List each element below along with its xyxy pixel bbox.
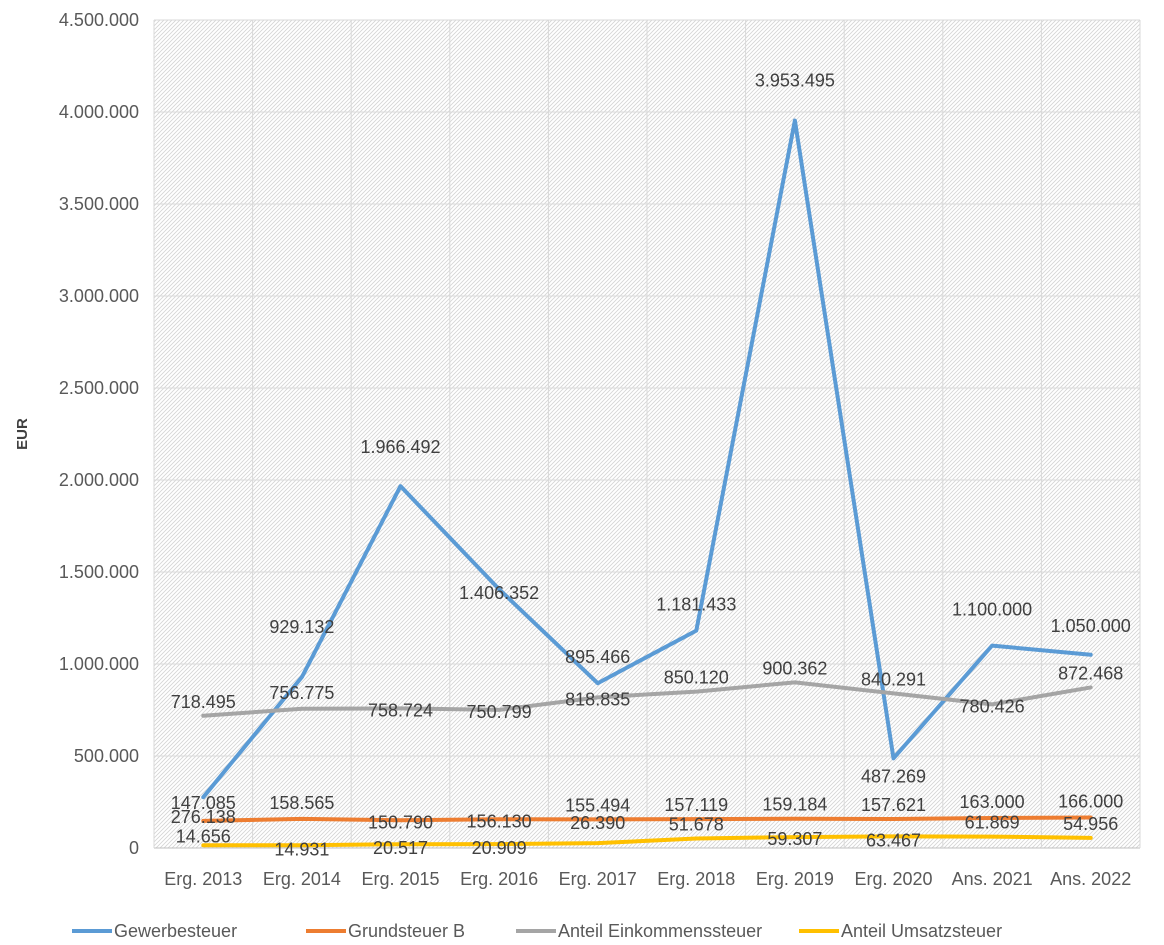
data-label: 163.000 [960,792,1025,812]
y-axis-title: EUR [14,418,31,450]
x-tick-label: Erg. 2014 [263,869,341,889]
data-label: 895.466 [565,647,630,667]
data-label: 51.678 [669,814,724,834]
data-label: 900.362 [762,658,827,678]
data-label: 54.956 [1063,814,1118,834]
data-label: 157.621 [861,795,926,815]
x-tick-label: Ans. 2021 [952,869,1033,889]
legend-label: Grundsteuer B [348,921,465,941]
x-tick-label: Ans. 2022 [1050,869,1131,889]
data-label: 1.100.000 [952,600,1032,620]
x-tick-label: Erg. 2018 [657,869,735,889]
y-tick-label: 3.500.000 [59,194,139,214]
data-label: 929.132 [269,617,334,637]
data-label: 756.775 [269,683,334,703]
data-label: 26.390 [570,813,625,833]
y-tick-label: 500.000 [74,746,139,766]
y-tick-label: 2.000.000 [59,470,139,490]
y-axis-ticks: 0 500.000 1.000.000 1.500.000 2.000.000 2.500… [59,10,139,858]
data-label: 61.869 [965,813,1020,833]
legend-label: Anteil Einkommenssteuer [558,921,762,941]
data-label: 1.181.433 [656,595,736,615]
x-tick-label: Erg. 2016 [460,869,538,889]
data-label: 147.085 [171,793,236,813]
data-label: 1.966.492 [360,437,440,457]
data-label: 1.406.352 [459,583,539,603]
data-label: 150.790 [368,812,433,832]
data-label: 157.119 [664,795,728,815]
series-line [201,815,1093,823]
data-label: 1.050.000 [1051,616,1131,636]
x-tick-label: Erg. 2020 [854,869,932,889]
y-tick-label: 4.500.000 [59,10,139,30]
y-tick-label: 2.500.000 [59,378,139,398]
data-label: 14.656 [176,826,231,846]
data-label: 63.467 [866,830,921,850]
y-tick-label: 4.000.000 [59,102,139,122]
gridlines [153,19,1141,849]
y-tick-label: 3.000.000 [59,286,139,306]
series-lines [201,118,1093,848]
series-line [201,680,1093,718]
data-label: 20.517 [373,838,428,858]
data-labels: 276.138 929.132 1.966.492 1.406.352 895.466 1… [171,71,1131,860]
legend-label: Gewerbesteuer [114,921,237,941]
data-label: 14.931 [274,839,329,859]
data-label: 718.495 [171,692,236,712]
x-tick-label: Erg. 2015 [361,869,439,889]
data-label: 155.494 [565,795,630,815]
data-label: 59.307 [767,829,822,849]
data-label: 840.291 [861,669,926,689]
data-label: 750.799 [467,702,532,722]
data-label: 158.565 [269,793,334,813]
x-tick-label: Erg. 2017 [559,869,637,889]
y-tick-label: 1.000.000 [59,654,139,674]
legend: Gewerbesteuer Grundsteuer B Anteil Einkomm… [72,921,1002,941]
legend-label: Anteil Umsatzsteuer [841,921,1002,941]
data-label: 20.909 [472,838,527,858]
y-tick-label: 1.500.000 [59,562,139,582]
data-label: 156.130 [467,811,532,831]
data-label: 818.835 [565,689,630,709]
y-tick-label: 0 [129,838,139,858]
x-tick-label: Erg. 2013 [164,869,242,889]
x-axis-ticks: Erg. 2013 Erg. 2014 Erg. 2015 Erg. 2016 Erg.… [164,869,1131,889]
data-label: 872.468 [1058,663,1123,683]
data-label: 758.724 [368,700,433,720]
data-label: 850.120 [664,668,729,688]
data-label: 166.000 [1058,791,1123,811]
series-line [201,118,1093,800]
data-label: 276.138 [171,807,236,827]
data-label: 159.184 [762,795,827,815]
x-tick-label: Erg. 2019 [756,869,834,889]
series-line [201,834,1093,848]
data-label: 487.269 [861,766,926,786]
data-label: 3.953.495 [755,71,835,91]
data-label: 780.426 [960,696,1025,716]
